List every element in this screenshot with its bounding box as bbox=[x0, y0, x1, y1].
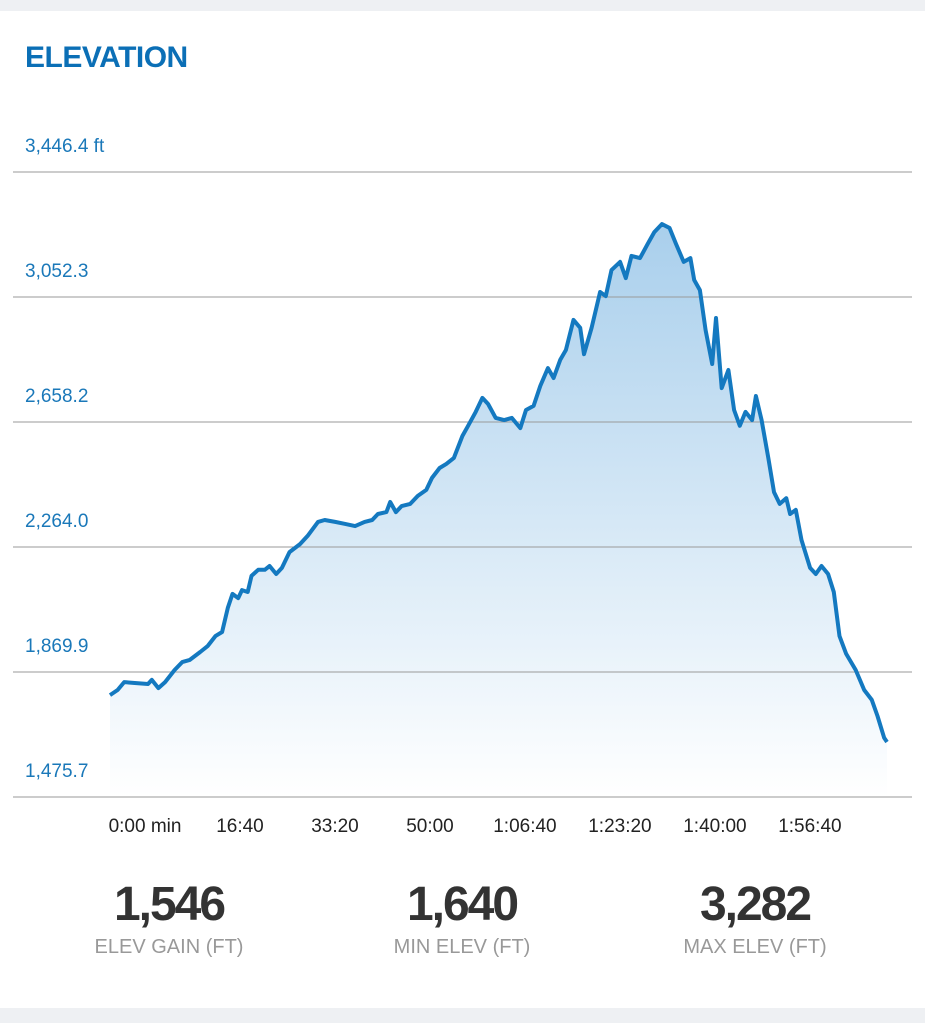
stat-value: 1,640 bbox=[407, 878, 517, 931]
elevation-area bbox=[110, 224, 887, 798]
y-tick-label: 1,475.7 bbox=[25, 761, 88, 782]
x-tick-label: 1:40:00 bbox=[683, 816, 746, 837]
chart-title: ELEVATION bbox=[25, 41, 188, 74]
x-tick-label: 1:23:20 bbox=[588, 816, 651, 837]
x-tick-label: 33:20 bbox=[311, 816, 359, 837]
y-tick-label: 2,264.0 bbox=[25, 511, 88, 532]
y-tick-label: 3,052.3 bbox=[25, 261, 88, 282]
y-tick-label: 2,658.2 bbox=[25, 386, 88, 407]
y-tick-label: 3,446.4 ft bbox=[25, 136, 105, 157]
x-tick-label: 16:40 bbox=[216, 816, 264, 837]
stat-label: MIN ELEV (FT) bbox=[394, 936, 531, 958]
elevation-line bbox=[108, 222, 889, 744]
stat-label: MAX ELEV (FT) bbox=[683, 936, 826, 958]
x-tick-label: 0:00 min bbox=[109, 816, 182, 837]
stat-value: 3,282 bbox=[700, 878, 810, 931]
y-tick-label: 1,869.9 bbox=[25, 636, 88, 657]
stat-value: 1,546 bbox=[114, 878, 224, 931]
x-tick-label: 1:06:40 bbox=[493, 816, 556, 837]
x-tick-label: 50:00 bbox=[406, 816, 454, 837]
x-tick-label: 1:56:40 bbox=[778, 816, 841, 837]
stat-label: ELEV GAIN (FT) bbox=[95, 936, 244, 958]
